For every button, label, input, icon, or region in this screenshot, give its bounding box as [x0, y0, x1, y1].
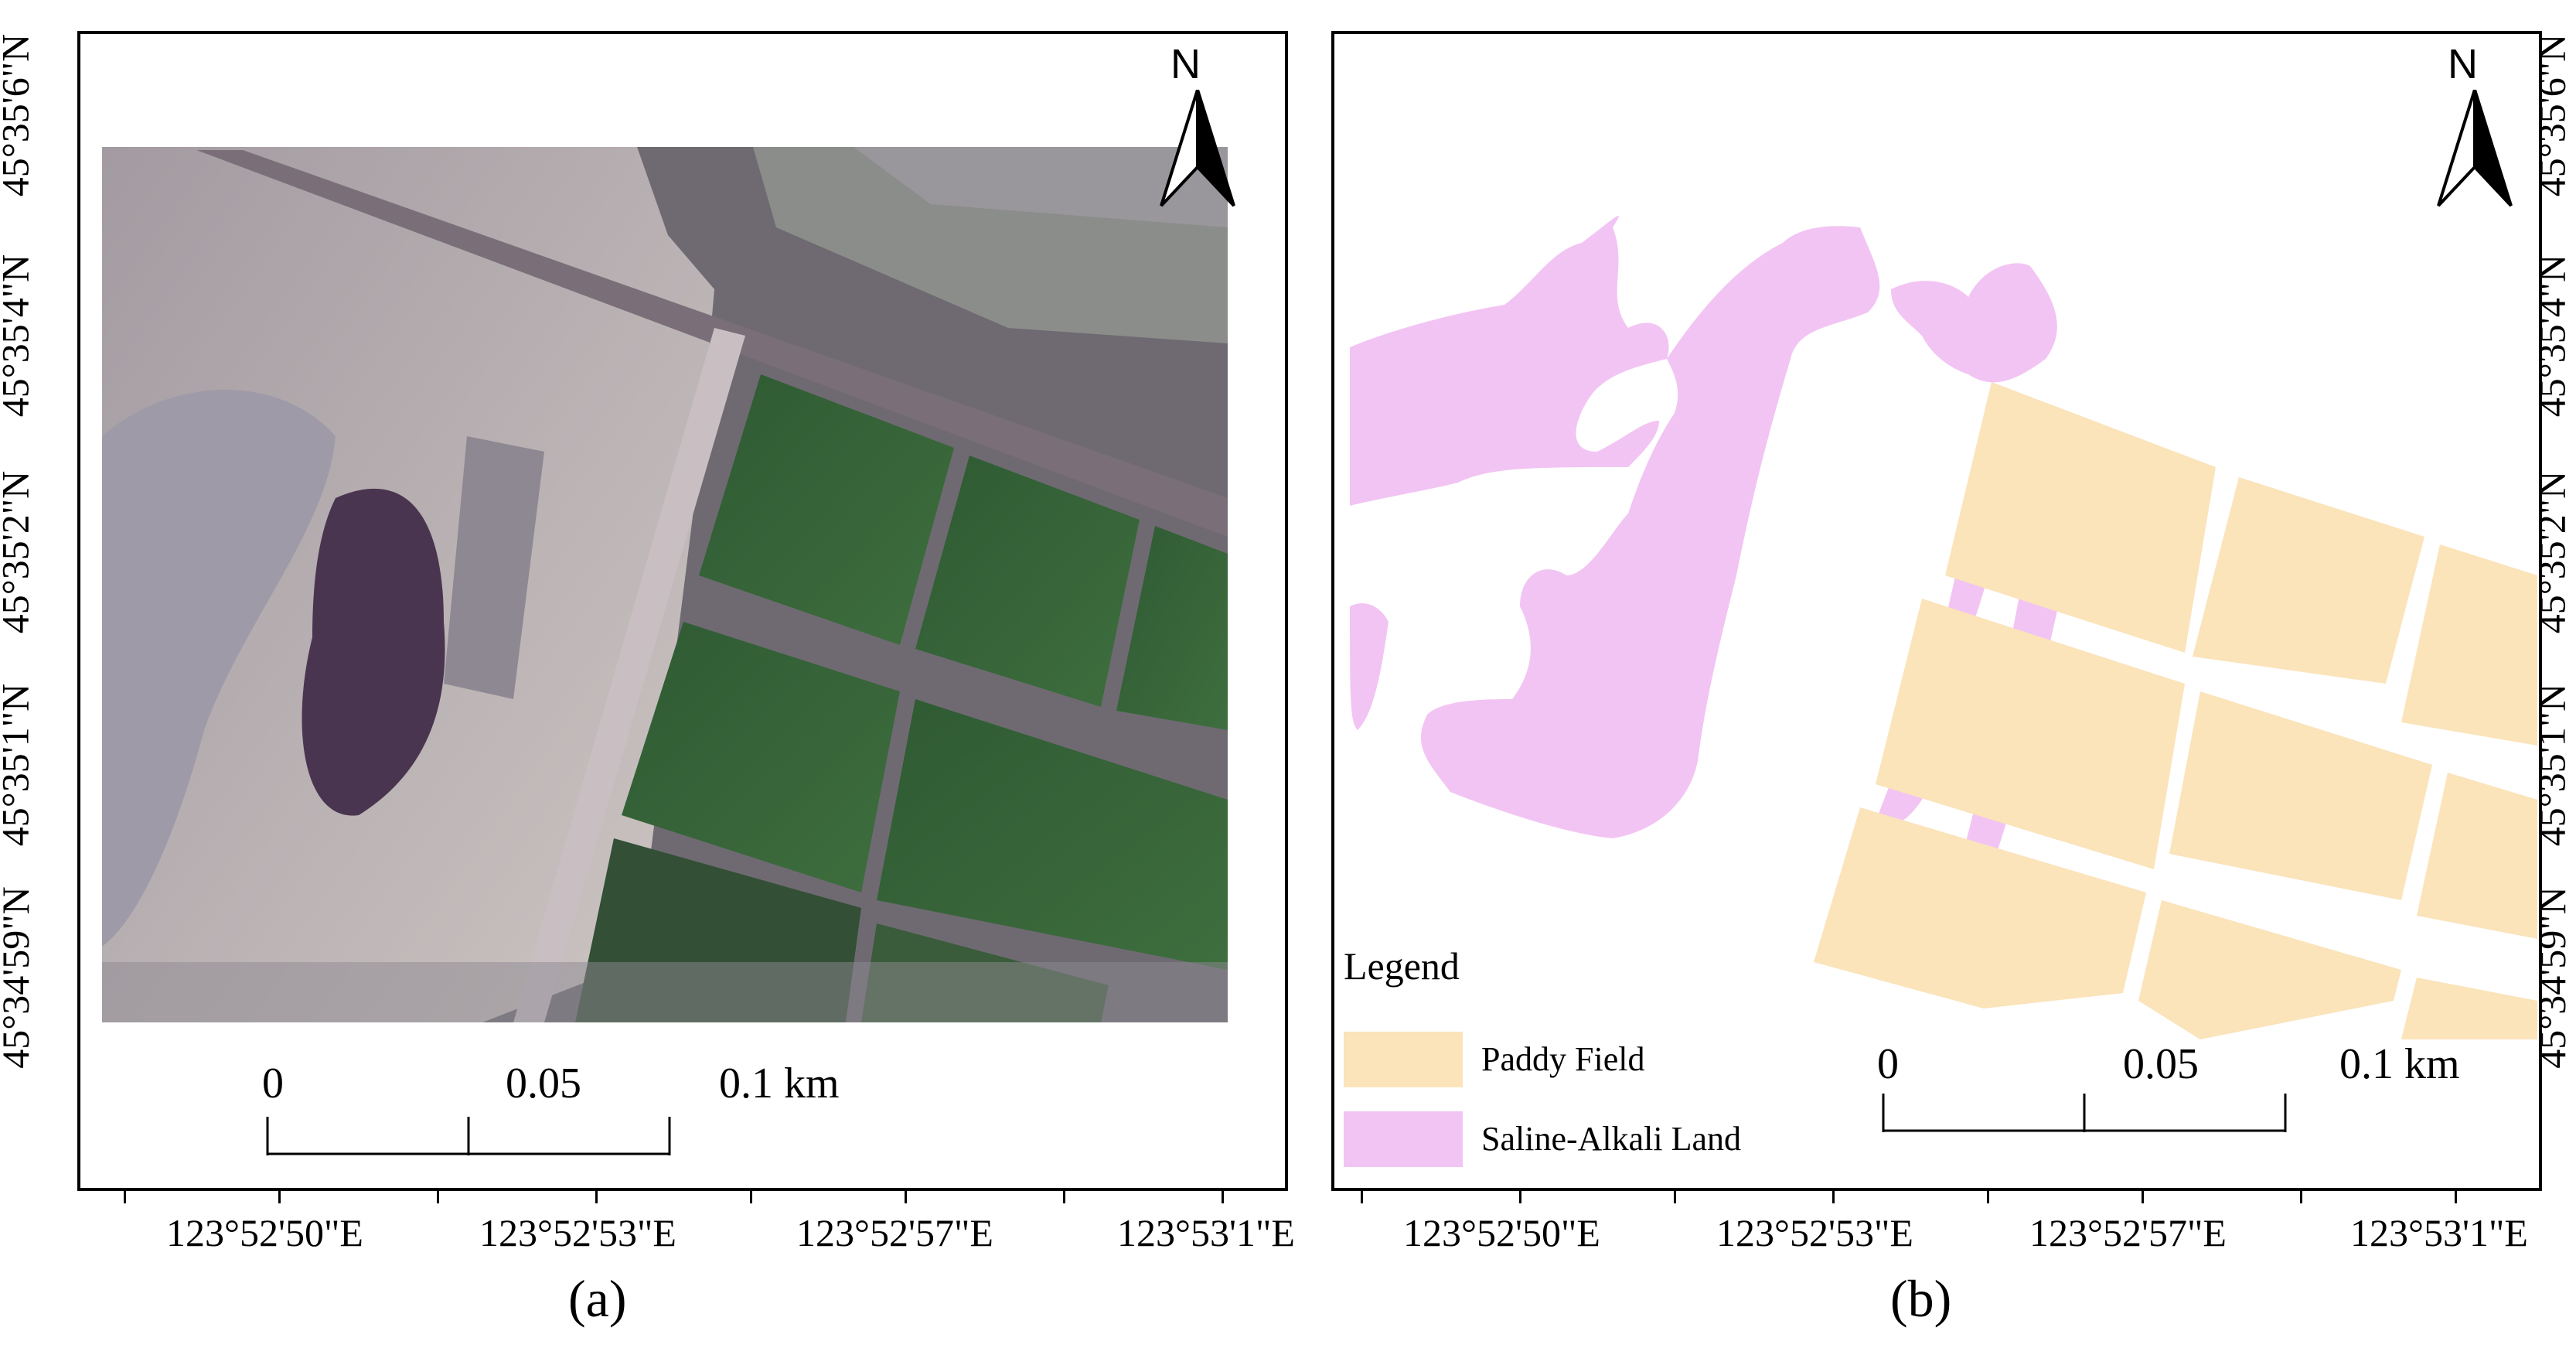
crop-field: [1116, 526, 1228, 730]
scale-label-0: 0: [1877, 1040, 1899, 1088]
crop-field: [699, 374, 954, 645]
aerial-image: [102, 147, 1228, 1022]
lon-label: 123°52'57"E: [2029, 1211, 2227, 1254]
lon-label: 123°52'50"E: [1403, 1211, 1600, 1254]
lon-label: 123°52'53"E: [479, 1211, 676, 1254]
lon-label: 123°52'53"E: [1716, 1211, 1913, 1254]
legend-swatch-paddy-field: [1344, 1032, 1463, 1087]
north-arrow-icon: [2437, 90, 2513, 207]
crop-field: [622, 622, 900, 892]
legend-label-saline-alkali-land: Saline-Alkali Land: [1481, 1120, 1742, 1158]
lat-label: 45°34'59"N: [2530, 886, 2574, 1069]
legend-title: Legend: [1344, 944, 1460, 988]
caption-a: (a): [568, 1269, 627, 1328]
scale-label-0: 0: [262, 1060, 284, 1107]
lat-label: 45°35'4"N: [0, 254, 37, 418]
lon-label: 123°53'1"E: [1117, 1211, 1295, 1254]
paddy-field-polygons: [1814, 382, 2537, 1039]
lat-label: 45°34'59"N: [0, 886, 37, 1069]
lat-label: 45°35'1"N: [2530, 683, 2574, 847]
dark-patch: [302, 488, 445, 816]
scale-label-end: 0.1 km: [719, 1060, 840, 1107]
classification-map: [1350, 216, 2537, 1039]
scale-bar: [1882, 1094, 2287, 1132]
scale-bar: [266, 1117, 671, 1155]
scale-label-mid: 0.05: [2123, 1040, 2199, 1088]
crop-field: [915, 456, 1140, 707]
lat-label: 45°35'6"N: [0, 33, 37, 197]
pond-area: [102, 390, 336, 947]
scale-label-mid: 0.05: [506, 1060, 581, 1107]
lon-label: 123°52'57"E: [796, 1211, 993, 1254]
north-arrow-icon: [1160, 90, 1235, 207]
lat-label: 45°35'4"N: [2530, 254, 2574, 418]
legend-swatch-saline-alkali-land: [1344, 1111, 1463, 1167]
scale-label-end: 0.1 km: [2339, 1040, 2460, 1088]
panel-b-map-frame: Legend Paddy Field Saline-Alkali Land N …: [1331, 31, 2542, 1191]
lat-label: 45°35'2"N: [0, 470, 37, 634]
lat-label: 45°35'1"N: [0, 683, 37, 847]
north-arrow-label: N: [1170, 41, 1201, 87]
caption-b: (b): [1890, 1269, 1952, 1328]
lat-label: 45°35'6"N: [2530, 33, 2574, 197]
north-arrow-label: N: [2448, 41, 2478, 87]
road-vertical: [513, 328, 745, 1022]
crop-field: [877, 699, 1228, 970]
lon-label: 123°53'1"E: [2350, 1211, 2528, 1254]
legend-label-paddy-field: Paddy Field: [1481, 1040, 1645, 1078]
lon-label: 123°52'50"E: [166, 1211, 363, 1254]
lat-label: 45°35'2"N: [2530, 470, 2574, 634]
panel-a-map-frame: N 0 0.05 0.1 km: [77, 31, 1288, 1191]
